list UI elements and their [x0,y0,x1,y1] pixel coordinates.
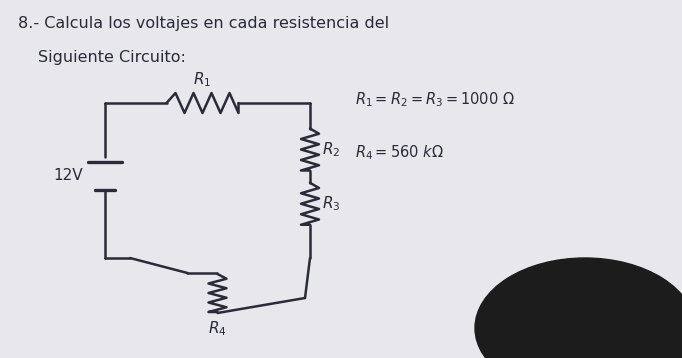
Text: $R_1$: $R_1$ [193,70,211,89]
Text: $R_4 = 560\ k\Omega$: $R_4 = 560\ k\Omega$ [355,143,444,162]
Text: $R_1 = R_2 = R_3 = 1000\ \Omega$: $R_1 = R_2 = R_3 = 1000\ \Omega$ [355,90,515,109]
Text: $R_3$: $R_3$ [322,194,340,213]
Text: Siguiente Circuito:: Siguiente Circuito: [38,50,186,65]
Text: 8.- Calcula los voltajes en cada resistencia del: 8.- Calcula los voltajes en cada resiste… [18,16,389,31]
Text: $R_2$: $R_2$ [322,140,340,159]
Text: 12V: 12V [53,168,83,183]
Text: $R_4$: $R_4$ [208,319,227,338]
Ellipse shape [475,258,682,358]
